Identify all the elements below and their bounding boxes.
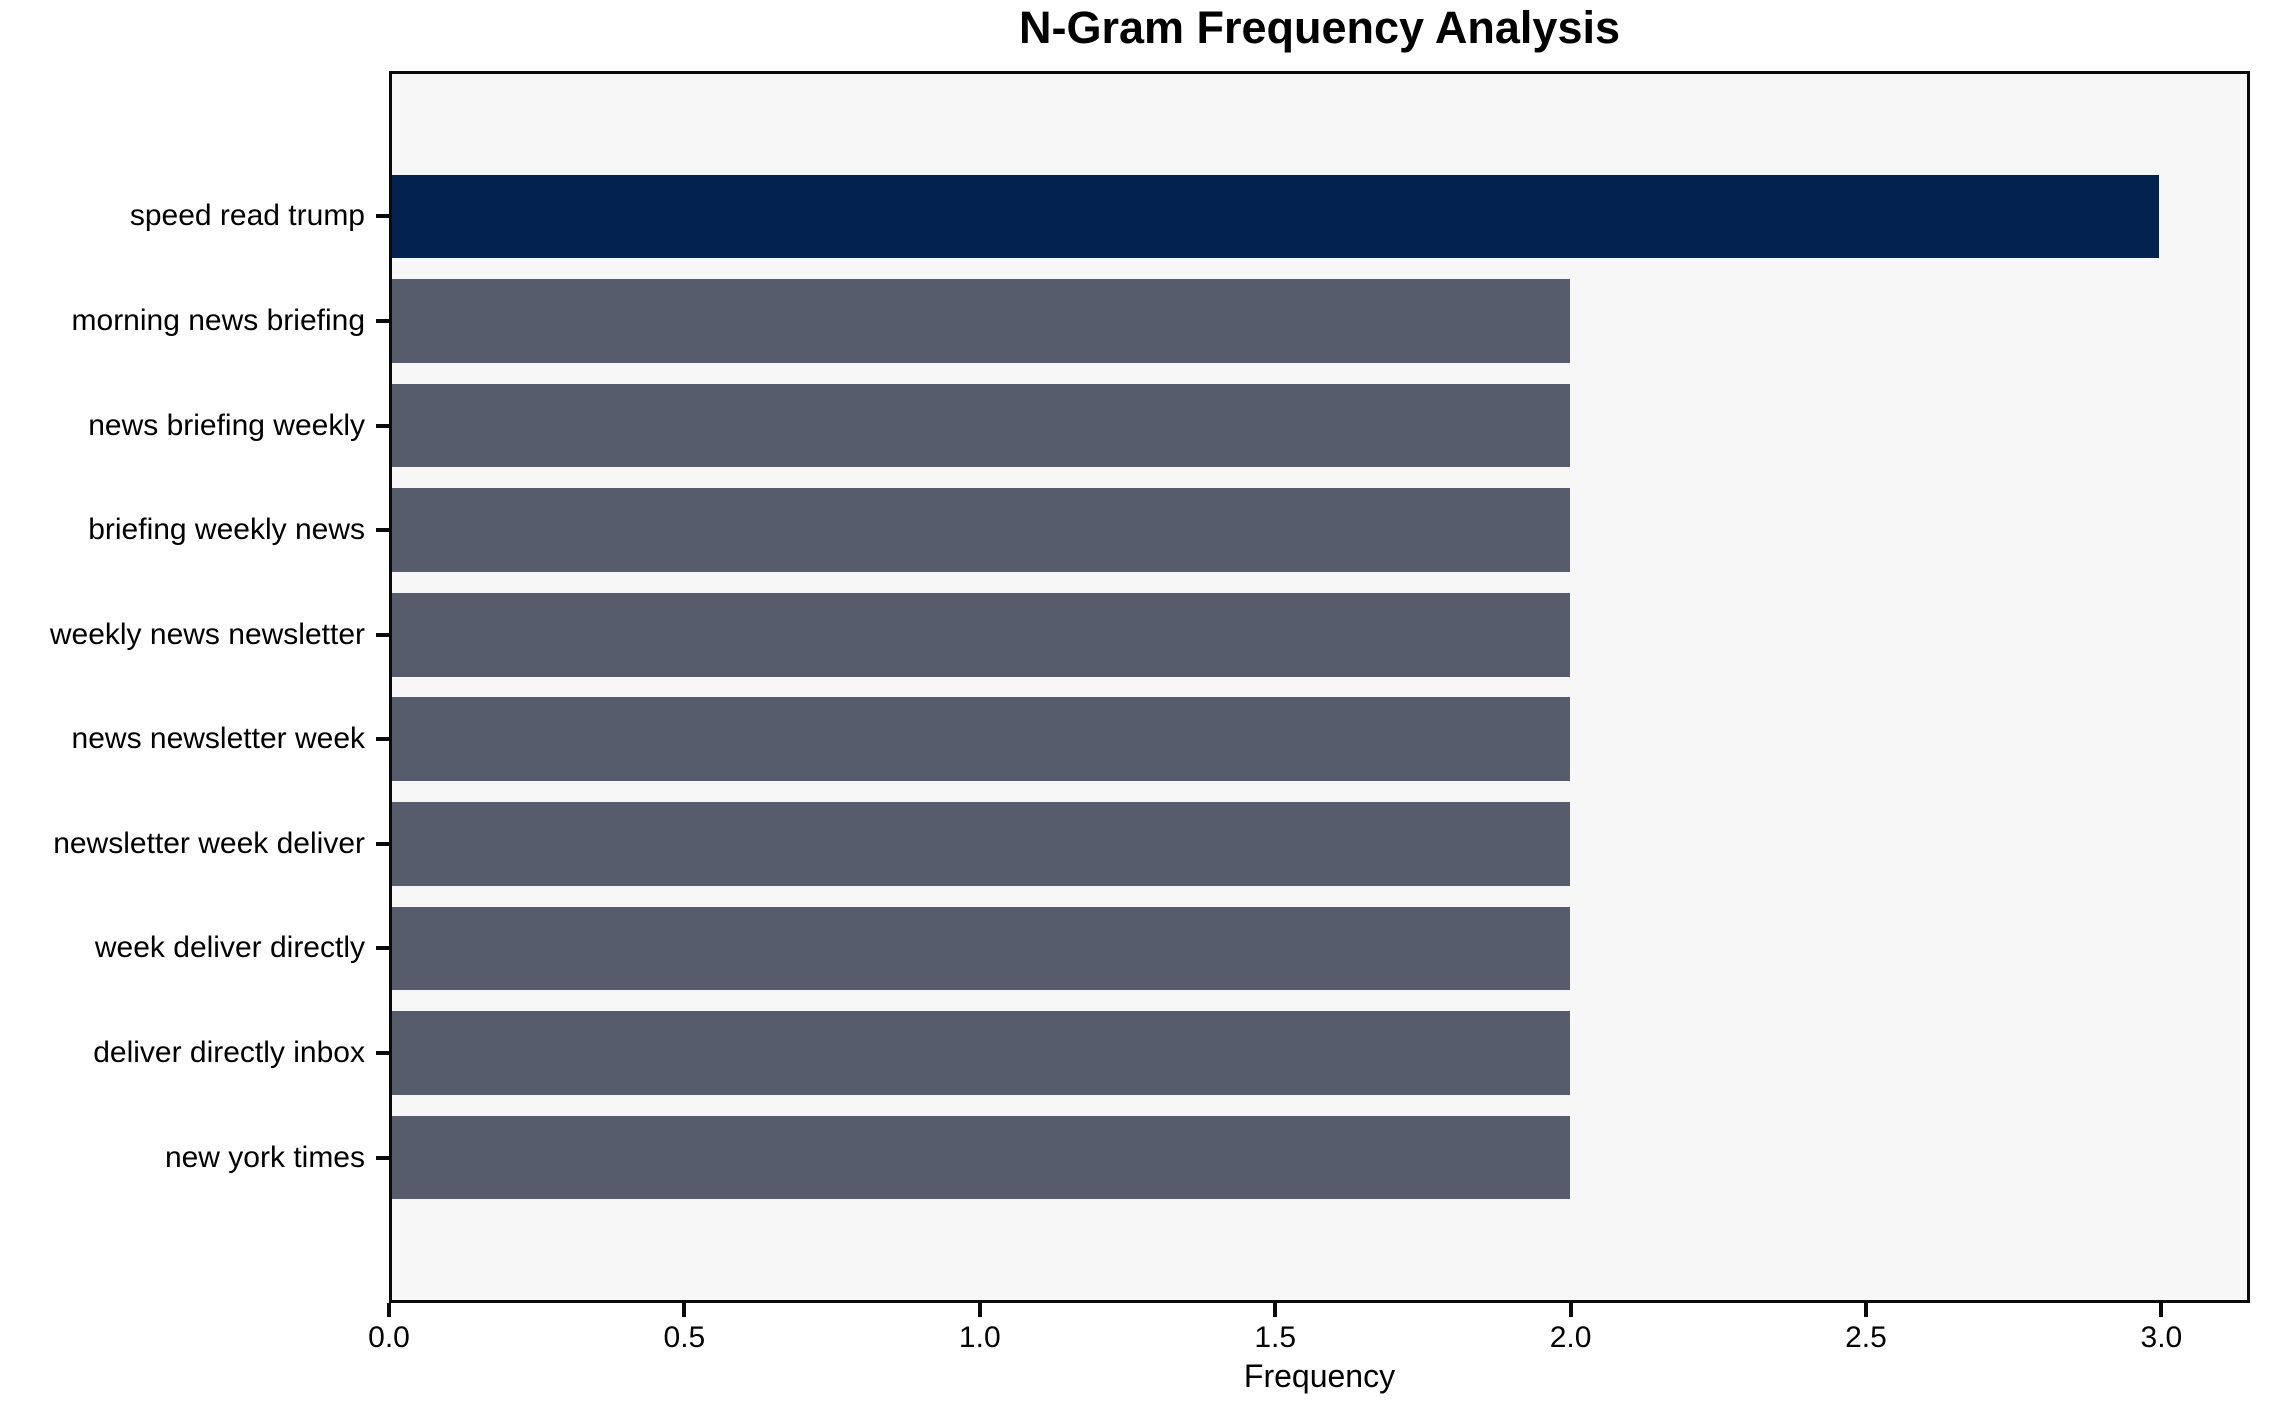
bar	[392, 906, 1570, 991]
y-tick-label: morning news briefing	[71, 303, 365, 337]
y-tick-label: deliver directly inbox	[93, 1036, 365, 1070]
x-tick-label: 1.5	[1254, 1321, 1297, 1354]
bar	[392, 592, 1570, 677]
bar	[392, 1115, 1570, 1200]
bar	[392, 174, 2159, 259]
x-tick-mark	[1568, 1303, 1573, 1317]
y-tick-label: week deliver directly	[94, 931, 365, 965]
bar	[392, 488, 1570, 572]
y-tick-mark	[376, 946, 389, 951]
y-tick-label: weekly news newsletter	[49, 617, 365, 651]
bar	[392, 383, 1570, 468]
y-tick-mark	[376, 632, 389, 637]
x-tick-mark	[2159, 1303, 2164, 1317]
y-tick-label: speed read trump	[129, 199, 365, 233]
x-tick-label: 1.0	[958, 1321, 1001, 1354]
plot-area	[389, 71, 2250, 1303]
y-tick-mark	[376, 528, 389, 533]
chart-title: N-Gram Frequency Analysis	[1018, 2, 1621, 53]
x-tick-label: 3.0	[2140, 1321, 2183, 1354]
y-tick-label: briefing weekly news	[88, 513, 365, 547]
x-tick-label: 0.5	[663, 1321, 706, 1354]
y-tick-label: newsletter week deliver	[53, 826, 365, 860]
bar	[392, 279, 1570, 363]
x-tick-mark	[387, 1303, 391, 1317]
y-tick-mark	[376, 214, 389, 219]
y-tick-mark	[376, 841, 389, 846]
y-tick-mark	[376, 423, 389, 428]
y-tick-label: news newsletter week	[71, 722, 365, 756]
y-tick-mark	[376, 1051, 389, 1056]
y-tick-mark	[376, 737, 389, 742]
x-tick-mark	[1273, 1303, 1278, 1317]
y-tick-mark	[376, 318, 389, 323]
x-tick-mark	[682, 1303, 687, 1317]
bar	[392, 1011, 1570, 1095]
y-tick-mark	[376, 1155, 389, 1160]
y-tick-label: news briefing weekly	[88, 408, 365, 442]
x-tick-label: 0.0	[368, 1321, 410, 1354]
x-tick-label: 2.0	[1549, 1321, 1592, 1354]
x-tick-mark	[1863, 1303, 1868, 1317]
bar	[392, 697, 1570, 782]
x-tick-label: 2.5	[1845, 1321, 1887, 1354]
x-tick-mark	[977, 1303, 982, 1317]
bar	[392, 802, 1570, 886]
y-tick-label: new york times	[164, 1140, 365, 1174]
x-axis-label: Frequency	[1243, 1358, 1396, 1394]
